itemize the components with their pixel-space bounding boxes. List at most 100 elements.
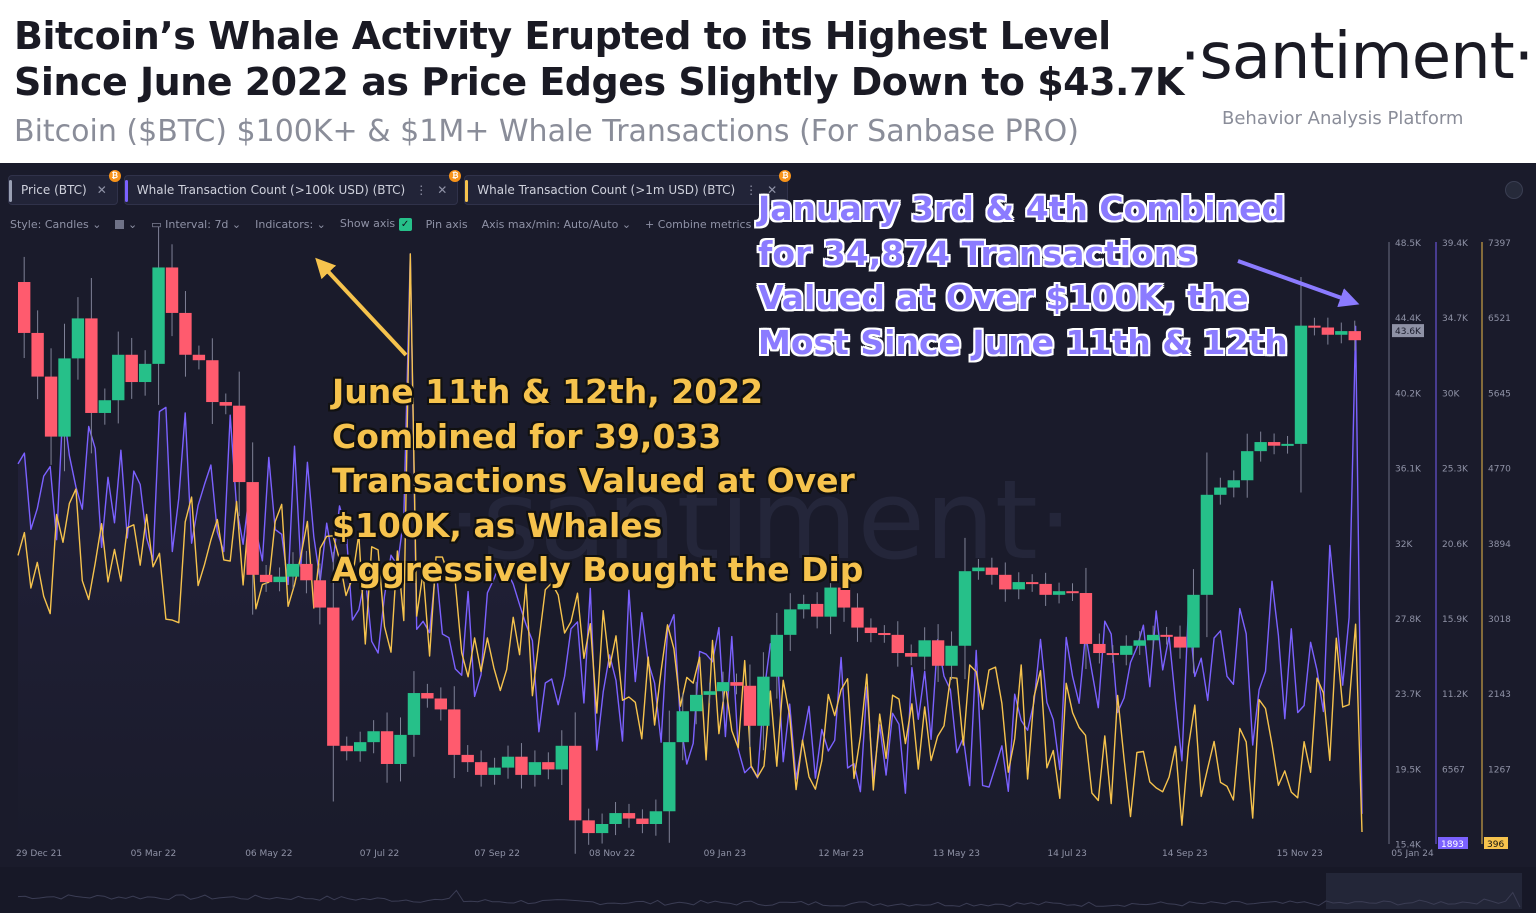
price-candle [797,603,810,610]
price-candle [286,563,300,577]
price-candle [864,627,878,634]
price-candle [18,282,31,333]
price-candle [165,267,179,313]
axis-maxmin-select[interactable]: Axis max/min: Auto/Auto ⌄ [481,217,632,231]
price-axis-tick: 23.7K [1395,690,1422,700]
color-select[interactable]: ⌄ [115,218,137,231]
price-candle [1133,640,1146,646]
bitcoin-icon: ₿ [108,170,121,182]
price-candle [690,694,703,712]
x-axis-tick: 14 Jul 23 [1047,849,1087,859]
checkbox-checked-icon[interactable]: ✓ [398,217,412,231]
price-candle [542,762,555,770]
price-candle [71,318,85,359]
tab-whale-1m[interactable]: Whale Transaction Count (>1m USD) (BTC) … [464,170,792,205]
price-candle [206,360,219,403]
price-candle [663,742,676,812]
price-candle [1160,634,1173,637]
whale_100k-axis-tick: 30K [1442,389,1460,399]
annotation-line: Aggressively Bought the Dip [332,550,864,589]
annotation-line: $100K, as Whales [332,505,663,545]
whale_1m-axis-tick: 1267 [1488,765,1511,775]
price-candle [1187,594,1200,648]
interval-select[interactable]: ▭ Interval: 7d ⌄ [151,217,242,231]
indicators-select[interactable]: Indicators: ⌄ [255,217,326,231]
navigator-strip [0,867,1536,913]
price-candle [488,767,501,775]
price-candle [246,482,259,575]
price-candle [810,603,824,617]
x-axis-tick: 06 May 22 [245,849,292,859]
more-icon[interactable]: ⋮ [745,183,758,197]
whale-100k-current-value: 1893 [1441,840,1464,850]
price-candle [112,354,125,401]
close-icon[interactable]: ✕ [437,183,448,197]
price-candle [703,691,716,695]
price-candle [273,576,286,583]
whale-1m-current-value: 396 [1487,840,1504,850]
price-candle [1227,480,1240,488]
price-axis-tick: 19.5K [1395,765,1422,775]
brand-tagline: Behavior Analysis Platform [1222,108,1464,129]
chart-toolbar: Style: Candles ⌄ ⌄ ▭ Interval: 7d ⌄ Indi… [10,215,751,233]
whale_1m-axis-tick: 3894 [1488,540,1511,550]
whale-1m-line [17,253,1363,833]
whale_1m-axis-tick: 4770 [1488,465,1511,475]
price-candle [138,363,152,383]
whale_100k-axis-tick: 11.2K [1442,690,1469,700]
price-candle [730,682,743,686]
tab-color-bar [124,180,128,202]
price-candle [259,574,273,583]
price-axis-tick: 36.1K [1395,465,1422,475]
combine-metrics-button[interactable]: + Combine metrics [645,217,752,231]
whale_1m-axis-tick: 2143 [1488,690,1511,700]
whale_1m-axis-tick: 5645 [1488,389,1511,399]
metric-tabs: Price (BTC) ✕ ₿ Whale Transaction Count … [8,170,792,205]
price-current-value: 43.6K [1395,327,1422,337]
price-candle [1120,645,1133,655]
price-candle [179,312,192,355]
x-axis-tick: 07 Jul 22 [360,849,400,859]
price-candle [958,571,972,646]
price-axis-tick: 27.8K [1395,615,1422,625]
price-candle [528,762,542,775]
chart-canvas[interactable]: ·santiment· 48.5K 44.4K 40.2K 36.1K 32K 27.8K 2… [0,163,1536,913]
price-candle [515,756,528,775]
x-axis-tick: 07 Sep 22 [474,849,520,859]
close-icon[interactable]: ✕ [767,183,778,197]
tab-label: Whale Transaction Count (>1m USD) (BTC) [477,183,736,197]
price-candle [851,607,864,628]
price-candle [1079,593,1093,644]
annotation-june-2022: June 11th & 12th, 2022 Combined for 39,0… [332,370,863,593]
tab-color-bar [9,180,12,202]
price-candle [918,640,931,657]
annotation-line: Valued at Over $100K, the [758,278,1249,317]
price-candle [152,267,165,364]
tab-whale-100k[interactable]: Whale Transaction Count (>100k USD) (BTC… [123,170,462,205]
tab-price[interactable]: Price (BTC) ✕ ₿ [8,170,121,205]
close-icon[interactable]: ✕ [96,183,107,197]
price-candle [434,698,448,710]
price-candle [340,745,353,752]
price-candle [757,676,770,726]
settings-icon[interactable] [1505,181,1523,199]
show-axis-toggle[interactable]: Show axis ✓ [340,217,412,231]
price-candle [1146,634,1160,641]
whale_1m-axis-tick: 7397 [1488,239,1511,249]
price-candle [891,634,904,654]
x-axis-tick: 08 Nov 22 [589,849,635,859]
x-axis-tick: 15 Nov 23 [1277,849,1323,859]
style-select[interactable]: Style: Candles ⌄ [10,217,102,231]
pin-axis-toggle[interactable]: Pin axis [425,217,468,231]
price-candle [1093,643,1106,654]
price-candle [407,693,421,735]
annotation-line: for 34,874 Transactions [758,233,1197,273]
color-swatch-icon [115,220,125,229]
price-candle [716,682,730,692]
whale_100k-axis-tick: 25.3K [1442,465,1469,475]
price-candle [1214,487,1227,495]
price-candle [582,820,595,834]
more-icon[interactable]: ⋮ [415,183,428,197]
price-candle [1294,325,1308,444]
whale_100k-axis-tick: 6567 [1442,765,1465,775]
